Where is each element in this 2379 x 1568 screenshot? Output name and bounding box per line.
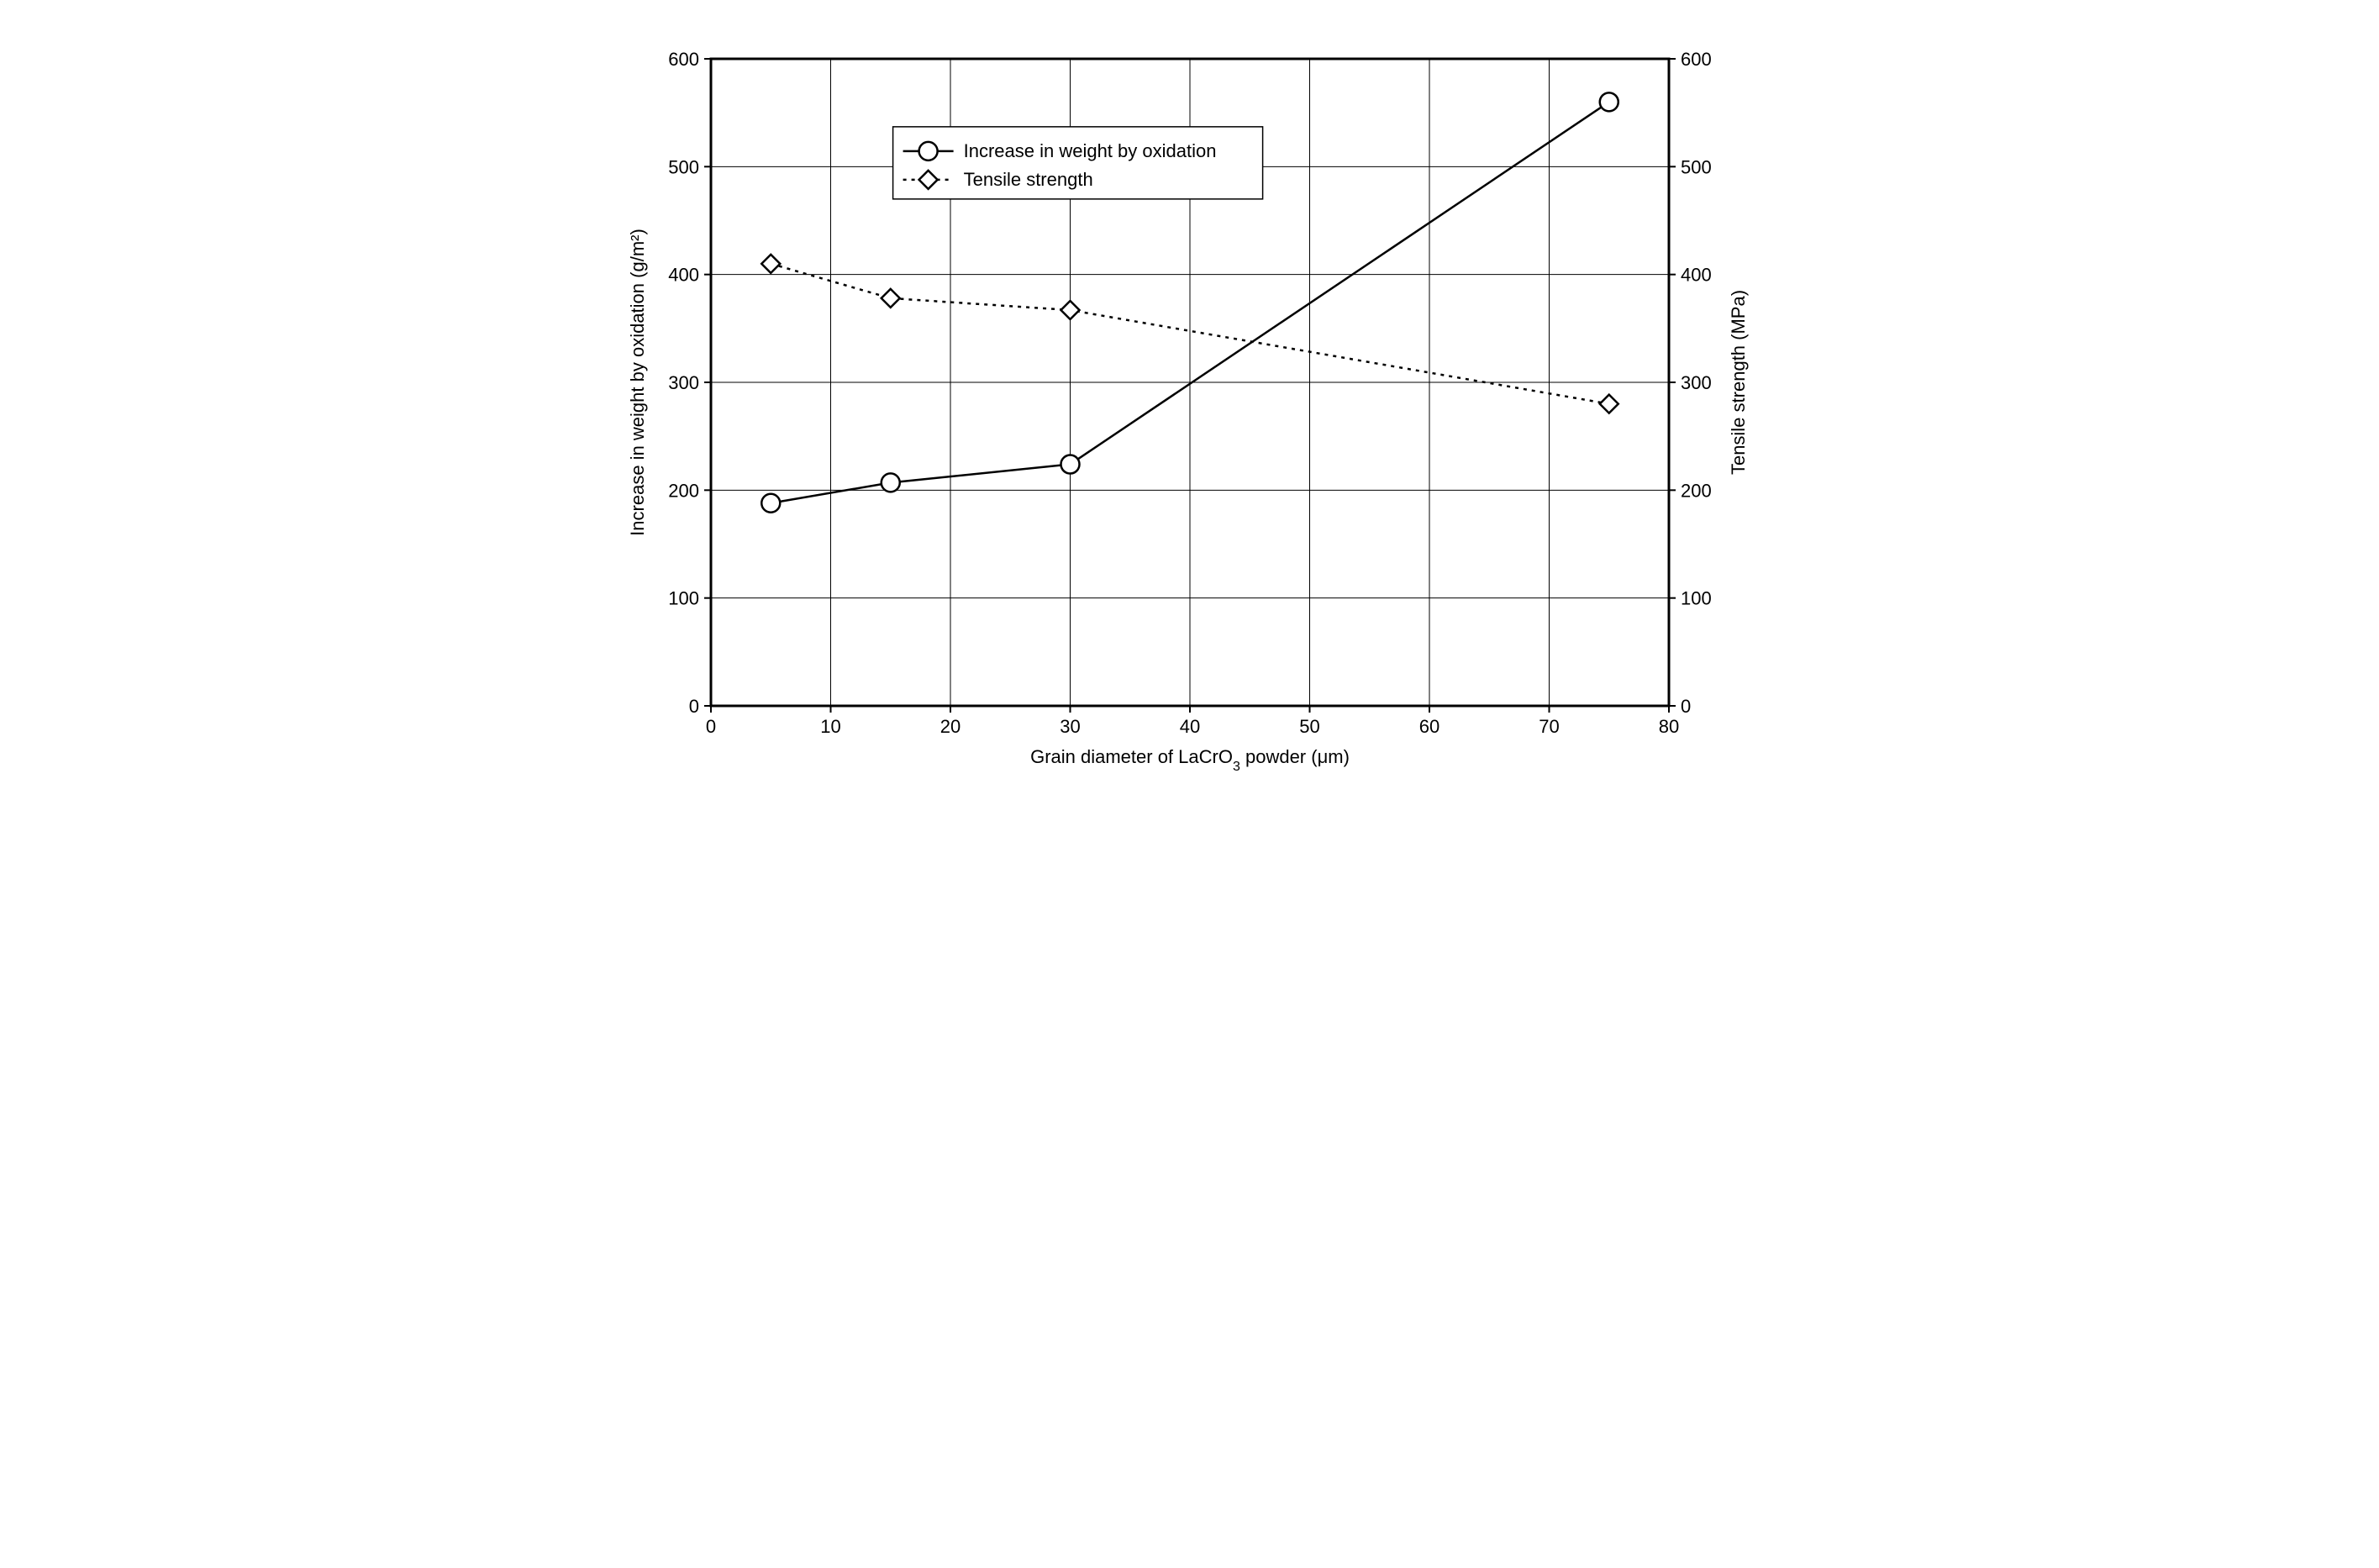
x-tick-label: 10 <box>820 716 840 737</box>
x-tick-label: 20 <box>939 716 960 737</box>
y-right-axis-label: Tensile strength (MPa) <box>1728 290 1749 475</box>
y-right-tick-label: 200 <box>1681 480 1712 501</box>
y-right-tick-label: 0 <box>1681 696 1691 717</box>
y-right-tick-label: 300 <box>1681 372 1712 393</box>
y-right-tick-label: 500 <box>1681 156 1712 177</box>
legend-label-tensile: Tensile strength <box>963 169 1092 190</box>
y-left-tick-label: 600 <box>668 49 699 70</box>
y-right-tick-label: 100 <box>1681 588 1712 609</box>
y-left-axis-label: Increase in weight by oxidation (g/m²) <box>627 229 648 536</box>
chart-svg: 0102030405060708001002003004005006000100… <box>602 34 1778 807</box>
x-tick-label: 70 <box>1539 716 1559 737</box>
y-left-tick-label: 300 <box>668 372 699 393</box>
y-left-tick-label: 0 <box>688 696 698 717</box>
x-tick-label: 0 <box>705 716 715 737</box>
x-tick-label: 40 <box>1179 716 1199 737</box>
y-right-tick-label: 600 <box>1681 49 1712 70</box>
y-left-tick-label: 400 <box>668 265 699 286</box>
x-tick-label: 30 <box>1060 716 1080 737</box>
x-tick-label: 80 <box>1658 716 1678 737</box>
y-right-tick-label: 400 <box>1681 265 1712 286</box>
x-tick-label: 50 <box>1299 716 1319 737</box>
x-tick-label: 60 <box>1418 716 1439 737</box>
y-left-tick-label: 200 <box>668 480 699 501</box>
y-left-tick-label: 500 <box>668 156 699 177</box>
y-left-tick-label: 100 <box>668 588 699 609</box>
chart-container: 0102030405060708001002003004005006000100… <box>602 34 1778 807</box>
legend: Increase in weight by oxidation Tensile s… <box>892 127 1262 199</box>
legend-label-oxidation: Increase in weight by oxidation <box>963 140 1216 161</box>
